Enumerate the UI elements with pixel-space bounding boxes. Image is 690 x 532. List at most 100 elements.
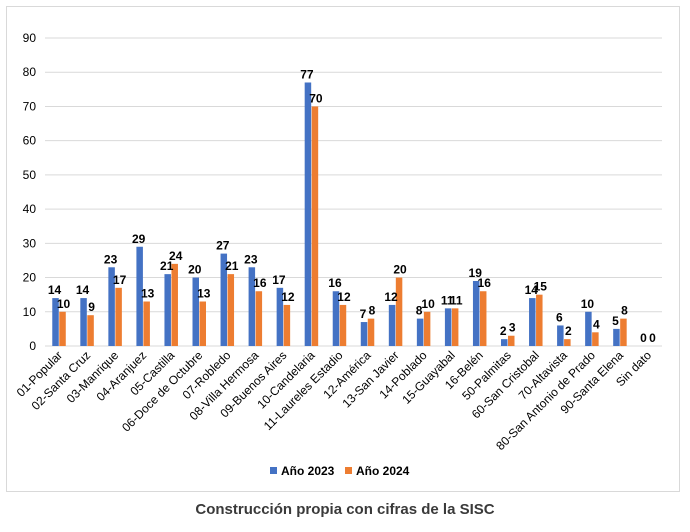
bar-2023 [360, 322, 368, 346]
data-label-2023: 23 [104, 252, 118, 266]
bar-2023 [444, 308, 452, 346]
legend-label: Año 2024 [356, 464, 410, 478]
bar-2024 [59, 311, 66, 346]
data-label-2023: 27 [216, 239, 230, 253]
y-tick-label: 90 [23, 31, 37, 45]
bar-2024 [423, 311, 431, 346]
data-label-2023: 12 [384, 290, 398, 304]
bar-2023 [220, 253, 228, 346]
bar-2024 [143, 301, 150, 346]
y-tick-label: 30 [23, 236, 37, 250]
data-label-2024: 20 [393, 263, 407, 277]
bar-2024 [592, 332, 599, 346]
y-tick-label: 50 [23, 168, 37, 182]
data-label-2023: 2 [500, 324, 507, 338]
y-tick-label: 0 [29, 339, 36, 353]
y-tick-label: 70 [23, 99, 37, 113]
data-label-2023: 7 [360, 307, 367, 321]
bar-2023 [164, 274, 171, 346]
bar-2023 [501, 339, 508, 346]
data-label-2024: 2 [565, 324, 572, 338]
bar-2023 [332, 291, 340, 346]
data-label-2024: 3 [509, 321, 516, 335]
bar-2024 [536, 294, 543, 346]
legend-label: Año 2023 [281, 464, 335, 478]
bar-2023 [52, 298, 59, 346]
chart-caption: Construcción propia con cifras de la SIS… [195, 501, 495, 518]
bar-2024 [227, 274, 235, 346]
bar-2023 [304, 82, 312, 346]
data-label-2024: 15 [534, 280, 548, 294]
data-label-2023: 6 [556, 310, 563, 324]
data-label-2023: 10 [581, 297, 595, 311]
data-label-2023: 23 [244, 252, 258, 266]
data-label-2024: 10 [421, 297, 435, 311]
bar-2024 [339, 304, 347, 346]
y-tick-label: 80 [23, 65, 37, 79]
data-label-2023: 14 [48, 283, 62, 297]
bar-2023 [192, 277, 199, 346]
bar-2024 [620, 318, 627, 346]
bar-2024 [311, 106, 319, 346]
data-label-2024: 16 [253, 276, 267, 290]
bar-2023 [248, 267, 256, 346]
y-tick-label: 40 [23, 202, 37, 216]
y-tick-label: 60 [23, 134, 37, 148]
data-label-2023: 21 [160, 259, 174, 273]
bar-2024 [564, 339, 571, 346]
bar-2024 [395, 277, 403, 346]
bar-2024 [115, 287, 122, 346]
data-label-2024: 10 [57, 297, 71, 311]
y-tick-label: 10 [23, 305, 37, 319]
data-label-2024: 12 [337, 290, 351, 304]
data-label-2023: 20 [188, 263, 202, 277]
bar-2023 [108, 267, 115, 346]
bar-2024 [367, 318, 375, 346]
legend-swatch-2024 [345, 467, 352, 474]
data-label-2023: 8 [416, 304, 423, 318]
data-label-2023: 29 [132, 232, 146, 246]
legend: Año 2023 Año 2024 [270, 464, 410, 478]
bar-2024 [283, 304, 291, 346]
data-label-2024: 4 [593, 317, 600, 331]
data-label-2024: 16 [478, 276, 492, 290]
data-label-2024: 0 [649, 331, 656, 345]
data-label-2024: 11 [450, 293, 463, 307]
data-label-2024: 17 [113, 273, 127, 287]
bar-2023 [472, 280, 480, 346]
data-label-2023: 16 [328, 276, 342, 290]
bar-2023 [557, 325, 564, 346]
data-label-2024: 21 [225, 259, 239, 273]
data-label-2023: 77 [300, 67, 314, 81]
data-label-2024: 13 [197, 287, 211, 301]
legend-swatch-2023 [270, 467, 277, 474]
data-label-2023: 17 [272, 273, 286, 287]
bar-2023 [416, 318, 424, 346]
data-label-2024: 8 [621, 304, 628, 318]
data-label-2023: 0 [640, 331, 647, 345]
bar-2023 [529, 298, 536, 346]
data-label-2023: 5 [612, 314, 619, 328]
bars [52, 82, 627, 346]
bar-2024 [87, 315, 94, 346]
y-tick-label: 20 [23, 271, 37, 285]
data-label-2024: 8 [369, 304, 376, 318]
bar-2023 [388, 304, 396, 346]
data-label-2024: 70 [309, 91, 323, 105]
data-label-2024: 12 [281, 290, 295, 304]
data-label-2023: 14 [525, 283, 539, 297]
y-axis-ticks: 0 10 20 30 40 50 60 70 80 90 [23, 31, 37, 353]
data-label-2024: 13 [141, 287, 155, 301]
bar-2024 [451, 308, 459, 346]
bar-2023 [80, 298, 87, 346]
bar-2024 [508, 335, 515, 346]
bar-2024 [479, 291, 487, 346]
bar-2023 [276, 287, 284, 346]
data-label-2023: 19 [469, 266, 483, 280]
bar-2023 [585, 311, 592, 346]
data-label-2024: 24 [169, 249, 183, 263]
bar-2023 [613, 328, 620, 346]
